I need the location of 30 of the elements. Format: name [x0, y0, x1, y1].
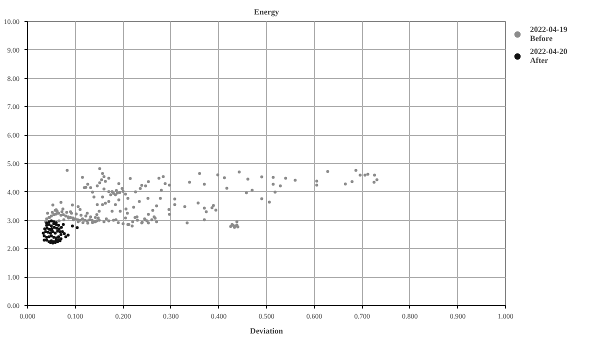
- point: [64, 235, 68, 238]
- point: [59, 233, 62, 236]
- point: [46, 226, 49, 230]
- point: [54, 232, 57, 235]
- point: [60, 230, 64, 234]
- point: [62, 223, 65, 226]
- point: [62, 232, 66, 236]
- point: [45, 236, 48, 239]
- point: [50, 224, 53, 228]
- point: [45, 238, 48, 242]
- point: [42, 232, 45, 235]
- point: [42, 234, 46, 238]
- legend-label: 2022-04-20 After: [530, 47, 568, 65]
- point: [44, 230, 48, 234]
- legend-label: 2022-04-19 Before: [530, 25, 568, 43]
- point: [52, 226, 56, 229]
- point: [57, 224, 60, 227]
- point: [76, 226, 79, 230]
- point: [70, 224, 74, 228]
- point: [48, 223, 51, 226]
- point: [52, 236, 56, 239]
- point: [50, 234, 53, 238]
- point: [58, 227, 61, 230]
- point: [54, 236, 58, 240]
- point: [66, 234, 70, 237]
- x-axis-title: Deviation: [250, 326, 284, 336]
- point: [60, 226, 63, 229]
- point: [58, 230, 62, 234]
- point: [50, 219, 53, 222]
- chart-title: Energy: [254, 8, 279, 16]
